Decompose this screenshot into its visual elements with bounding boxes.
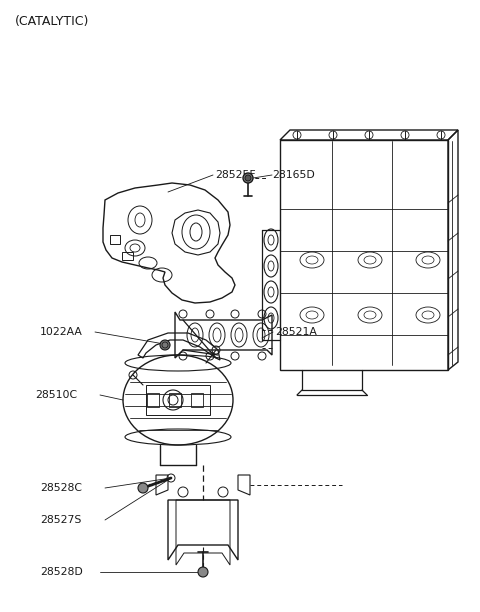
Text: 28510C: 28510C xyxy=(35,390,77,400)
Circle shape xyxy=(138,483,148,493)
Text: (CATALYTIC): (CATALYTIC) xyxy=(15,15,89,28)
Text: 28527S: 28527S xyxy=(40,515,82,525)
Circle shape xyxy=(198,567,208,577)
Text: 28528D: 28528D xyxy=(40,567,83,577)
Text: 28525F: 28525F xyxy=(215,170,256,180)
Text: 28528C: 28528C xyxy=(40,483,82,493)
Circle shape xyxy=(160,340,170,350)
Text: 28521A: 28521A xyxy=(275,327,317,337)
Text: 28165D: 28165D xyxy=(272,170,315,180)
Circle shape xyxy=(245,175,251,181)
Text: 1022AA: 1022AA xyxy=(40,327,83,337)
Circle shape xyxy=(243,173,253,183)
